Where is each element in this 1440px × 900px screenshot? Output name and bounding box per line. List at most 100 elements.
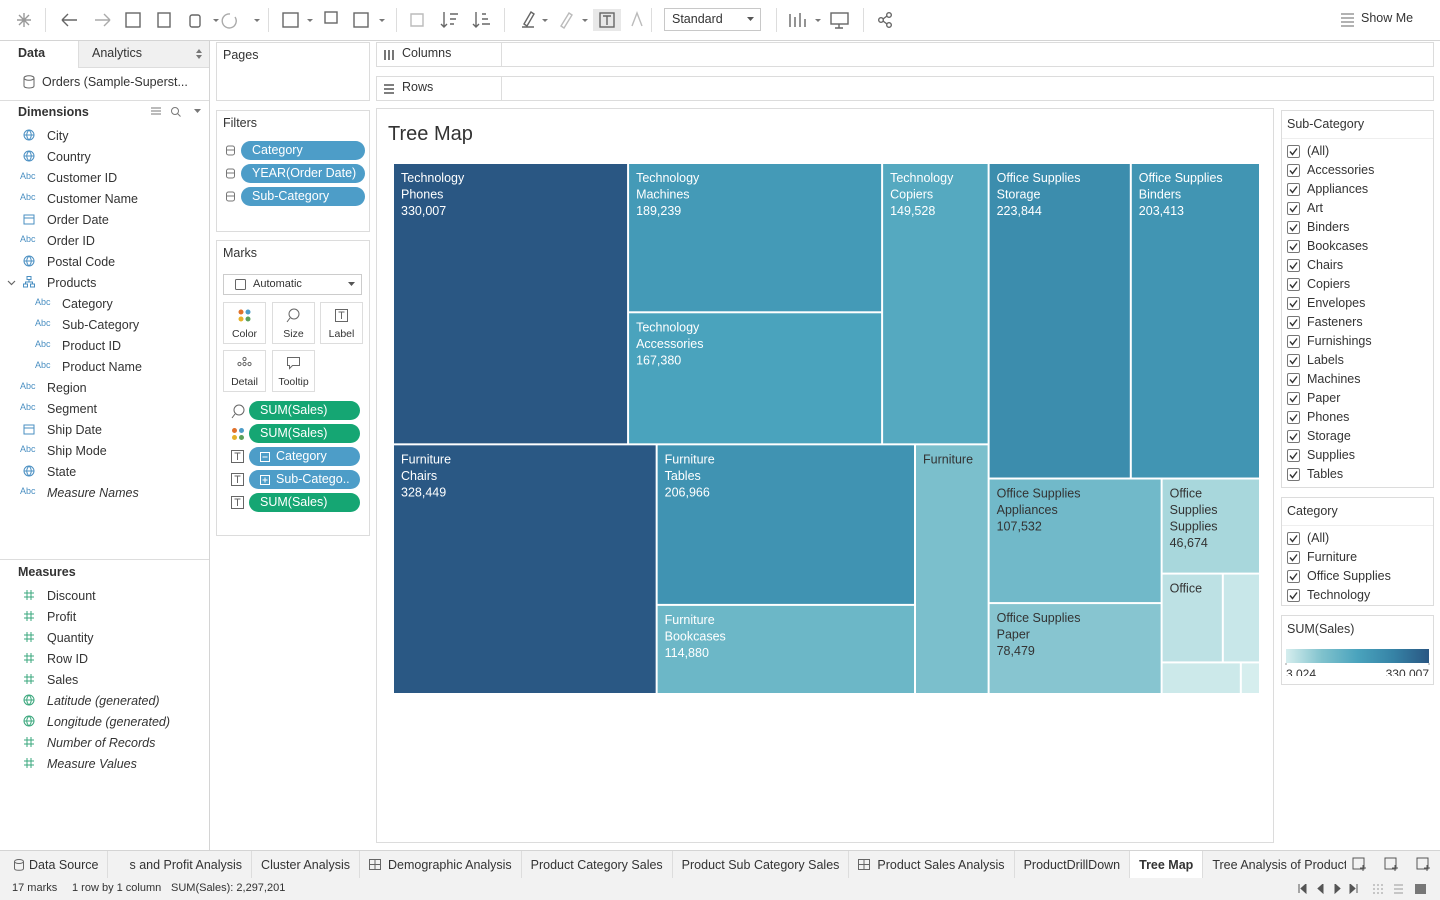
new-sheet-icon[interactable] [282, 12, 299, 28]
sheet-tab[interactable]: Tree Analysis of Product Sales [1203, 851, 1346, 878]
field-item[interactable]: Abc Customer ID [0, 169, 209, 189]
filter-item[interactable]: Accessories [1287, 162, 1427, 180]
marks-pill[interactable]: Category [249, 447, 360, 466]
undo-icon[interactable] [61, 13, 77, 27]
filter-item[interactable]: Technology [1287, 587, 1427, 605]
field-item[interactable]: Abc Ship Mode [0, 442, 209, 462]
field-item[interactable]: Discount [0, 587, 209, 607]
field-item[interactable]: Ship Date [0, 421, 209, 441]
filter-item[interactable]: Furnishings [1287, 333, 1427, 351]
dropdown-arrow[interactable] [582, 19, 588, 22]
labels-icon[interactable] [599, 12, 615, 28]
field-item[interactable]: Order Date [0, 211, 209, 231]
sheet-tab[interactable]: Tree Map [1130, 851, 1204, 878]
new-story-button[interactable] [1416, 857, 1432, 872]
sheet-tab[interactable]: Product Sub Category Sales [673, 851, 850, 878]
field-item[interactable]: Abc Product Name [0, 358, 209, 378]
mark-type-dropdown[interactable]: Automatic [223, 274, 362, 295]
checkbox[interactable] [1287, 202, 1300, 215]
checkbox[interactable] [1287, 278, 1300, 291]
field-item[interactable]: Products [0, 274, 209, 294]
share-node[interactable] [878, 17, 885, 24]
checkbox[interactable] [1287, 551, 1300, 564]
datasource-name[interactable]: Orders (Sample-Superst... [42, 75, 188, 89]
field-item[interactable]: Abc Segment [0, 400, 209, 420]
checkbox[interactable] [1287, 354, 1300, 367]
show-me-icon[interactable] [1341, 13, 1354, 27]
filter-item[interactable]: Envelopes [1287, 295, 1427, 313]
sort-desc-icon[interactable] [472, 12, 490, 28]
checkbox[interactable] [1287, 392, 1300, 405]
marks-pill[interactable]: SUM(Sales) [249, 401, 360, 420]
field-item[interactable]: Abc Measure Names [0, 484, 209, 504]
filter-item[interactable]: Supplies [1287, 447, 1427, 465]
marks-button[interactable]: Detail [223, 350, 266, 392]
field-item[interactable]: Country [0, 148, 209, 168]
field-item[interactable]: Postal Code [0, 253, 209, 273]
filter-item[interactable]: Storage [1287, 428, 1427, 446]
save-icon[interactable] [125, 12, 141, 28]
columns-shelf[interactable]: Columns [376, 42, 1434, 67]
sheet-navigation[interactable] [1298, 884, 1358, 894]
filter-item[interactable]: Binders [1287, 219, 1427, 237]
marks-pill[interactable]: SUM(Sales) [249, 424, 360, 443]
marks-button[interactable]: Label [320, 302, 363, 344]
presentation-icon[interactable] [830, 12, 849, 25]
hierarchy-toggle[interactable] [260, 452, 270, 462]
checkbox[interactable] [1287, 145, 1300, 158]
filter-item[interactable]: Labels [1287, 352, 1427, 370]
filter-item[interactable]: Paper [1287, 390, 1427, 408]
field-item[interactable]: Longitude (generated) [0, 713, 209, 733]
filter-item[interactable]: Chairs [1287, 257, 1427, 275]
checkbox[interactable] [1287, 532, 1300, 545]
field-item[interactable]: Profit [0, 608, 209, 628]
checkbox[interactable] [1287, 164, 1300, 177]
checkbox[interactable] [1287, 183, 1300, 196]
filter-item[interactable]: Bookcases [1287, 238, 1427, 256]
sheet-tab[interactable]: Product Category Sales [522, 851, 673, 878]
sheet-tab[interactable]: Demographic Analysis [360, 851, 522, 878]
dropdown-arrow[interactable] [254, 19, 260, 22]
sheet-tab[interactable]: ProductDrillDown [1015, 851, 1131, 878]
checkbox[interactable] [1287, 468, 1300, 481]
hierarchy-toggle[interactable] [260, 475, 270, 485]
filter-item[interactable]: Art [1287, 200, 1427, 218]
filter-item[interactable]: Fasteners [1287, 314, 1427, 332]
fit-icon[interactable] [789, 13, 806, 27]
dropdown-arrow[interactable] [542, 19, 548, 22]
swap-icon[interactable] [410, 13, 424, 27]
filter-item[interactable]: Appliances [1287, 181, 1427, 199]
fix-axes-icon[interactable] [631, 11, 643, 27]
view-size-dropdown[interactable]: Standard [664, 8, 761, 31]
dropdown-arrow[interactable] [815, 19, 821, 22]
field-item[interactable]: Abc Product ID [0, 337, 209, 357]
data-tab[interactable]: Data [0, 41, 78, 68]
logo-icon[interactable] [17, 13, 31, 27]
group-icon[interactable] [560, 12, 573, 29]
field-item[interactable]: Row ID [0, 650, 209, 670]
rows-shelf[interactable]: Rows [376, 76, 1434, 101]
field-item[interactable]: Abc Category [0, 295, 209, 315]
field-item[interactable]: Sales [0, 671, 209, 691]
filter-item[interactable]: Phones [1287, 409, 1427, 427]
clear-icon[interactable] [353, 12, 369, 28]
filter-item[interactable]: Machines [1287, 371, 1427, 389]
filter-pill[interactable]: Sub-Category [241, 187, 365, 206]
sheet-tab[interactable]: s and Profit Analysis [120, 851, 253, 878]
checkbox[interactable] [1287, 430, 1300, 443]
new-datasource-icon[interactable] [157, 12, 171, 28]
highlight-icon[interactable] [522, 11, 535, 28]
expand-chevron[interactable] [7, 280, 16, 286]
field-item[interactable]: City [0, 127, 209, 147]
marks-pill[interactable]: Sub-Catego.. [249, 470, 360, 489]
dropdown-arrow[interactable] [307, 19, 313, 22]
checkbox[interactable] [1287, 240, 1300, 253]
field-item[interactable]: Abc Order ID [0, 232, 209, 252]
checkbox[interactable] [1287, 259, 1300, 272]
field-item[interactable]: Abc Sub-Category [0, 316, 209, 336]
filter-item[interactable]: Office Supplies [1287, 568, 1427, 586]
marks-button[interactable]: Tooltip [272, 350, 315, 392]
checkbox[interactable] [1287, 221, 1300, 234]
checkbox[interactable] [1287, 316, 1300, 329]
field-item[interactable]: Quantity [0, 629, 209, 649]
